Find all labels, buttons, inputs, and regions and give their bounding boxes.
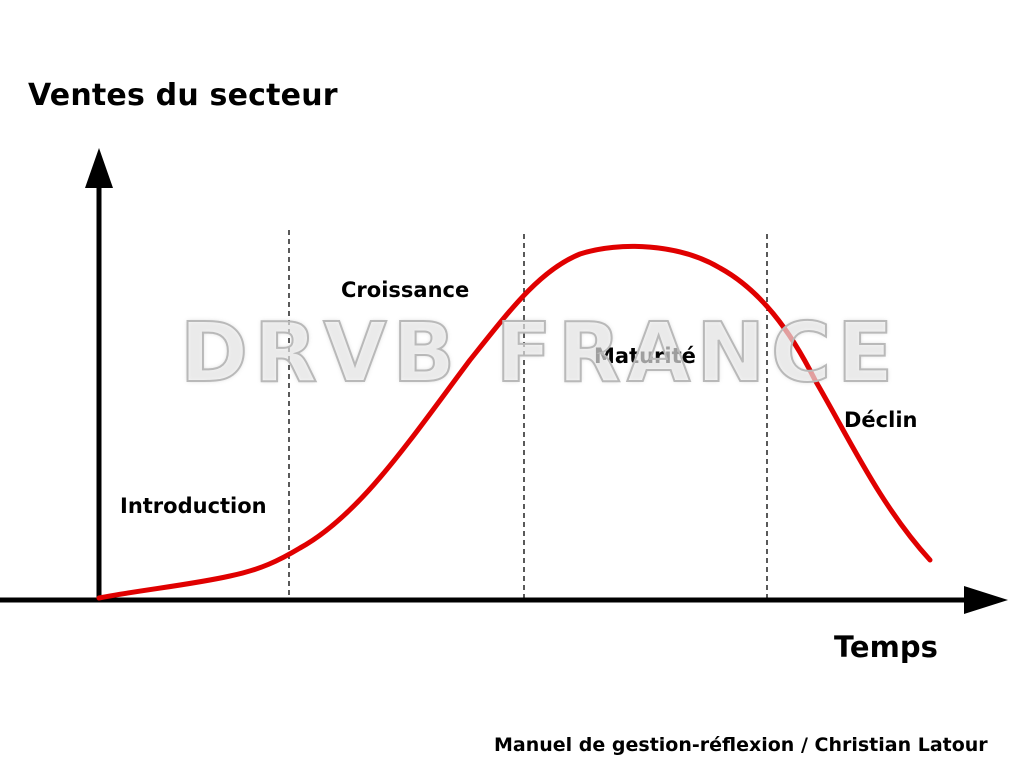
phase-label-declin: Déclin xyxy=(844,408,918,432)
phase-label-introduction: Introduction xyxy=(120,494,267,518)
x-axis-label: Temps xyxy=(834,630,938,664)
sales-curve xyxy=(96,243,933,601)
phase-label-maturite: Maturité xyxy=(594,344,696,368)
x-axis-arrowhead xyxy=(964,586,1008,614)
phase-label-croissance: Croissance xyxy=(341,278,470,302)
y-axis-arrowhead xyxy=(85,148,113,188)
y-axis-label: Ventes du secteur xyxy=(28,78,338,113)
source-credit: Manuel de gestion-réflexion / Christian … xyxy=(494,734,988,756)
